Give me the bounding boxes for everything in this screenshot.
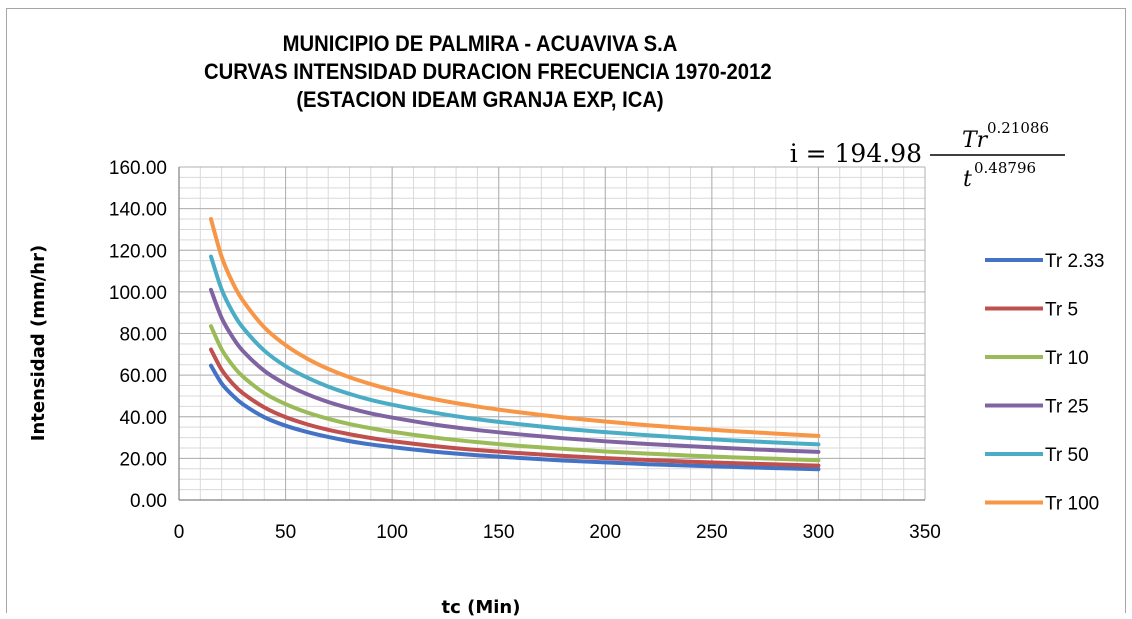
chart-title-line-3: (ESTACION IDEAM GRANJA EXP, ICA) bbox=[296, 87, 664, 112]
series-line-tr-2-33 bbox=[208, 363, 821, 472]
chart-frame bbox=[6, 8, 1126, 613]
formula-numerator-base: Tr bbox=[962, 128, 989, 153]
series-line-tr-25 bbox=[208, 287, 821, 454]
y-tick-label: 20.00 bbox=[119, 449, 167, 470]
legend-label: Tr 2.33 bbox=[1045, 251, 1105, 272]
x-tick-label: 100 bbox=[376, 522, 408, 543]
series-line-tr-10 bbox=[208, 324, 821, 463]
tick-labels: 0 50 100 150 200 250 300 350 0.00 20.00 40.00 60.00… bbox=[109, 158, 941, 543]
x-axis-label: tc (Min) bbox=[442, 597, 521, 618]
x-tick-label: 200 bbox=[589, 522, 621, 543]
legend-label: Tr 25 bbox=[1045, 397, 1089, 418]
series-lines bbox=[208, 217, 821, 472]
y-tick-label: 120.00 bbox=[109, 241, 167, 262]
chart-title-line-2: CURVAS INTENSIDAD DURACION FRECUENCIA 19… bbox=[204, 59, 772, 84]
y-tick-label: 160.00 bbox=[109, 158, 167, 179]
legend-label: Tr 5 bbox=[1045, 300, 1078, 321]
formula-denominator-base: t bbox=[963, 167, 972, 192]
formula-lhs: i = 194.98 bbox=[790, 139, 922, 168]
y-tick-label: 80.00 bbox=[119, 325, 167, 346]
x-tick-label: 50 bbox=[275, 522, 296, 543]
series-line-tr-100 bbox=[208, 217, 821, 438]
x-tick-label: 300 bbox=[803, 522, 835, 543]
y-tick-label: 140.00 bbox=[109, 200, 167, 221]
x-tick-label: 150 bbox=[483, 522, 515, 543]
y-tick-label: 40.00 bbox=[119, 408, 167, 429]
legend-label: Tr 10 bbox=[1045, 348, 1089, 369]
x-tick-label: 250 bbox=[696, 522, 728, 543]
y-tick-label: 0.00 bbox=[130, 491, 167, 512]
x-tick-label: 0 bbox=[174, 522, 185, 543]
x-tick-label: 350 bbox=[909, 522, 941, 543]
series-line-tr-50 bbox=[208, 254, 821, 447]
axes bbox=[178, 167, 925, 501]
legend: Tr 2.33 Tr 5 Tr 10 Tr 25 Tr 50 Tr 100 bbox=[985, 251, 1105, 515]
chart-title-line-1: MUNICIPIO DE PALMIRA - ACUAVIVA S.A bbox=[282, 31, 678, 56]
y-axis-label: Intensidad (mm/hr) bbox=[28, 245, 49, 441]
y-tick-label: 60.00 bbox=[119, 366, 167, 387]
series-line-tr-5 bbox=[208, 347, 821, 468]
chart-title: MUNICIPIO DE PALMIRA - ACUAVIVA S.A CURV… bbox=[204, 30, 772, 114]
formula-numerator-exponent: 0.21086 bbox=[987, 119, 1049, 137]
legend-label: Tr 50 bbox=[1045, 445, 1089, 466]
idf-formula: i = 194.98 Tr 0.21086 t 0.48796 bbox=[790, 119, 1065, 192]
formula-denominator-exponent: 0.48796 bbox=[974, 159, 1036, 177]
legend-label: Tr 100 bbox=[1045, 494, 1099, 515]
y-tick-label: 100.00 bbox=[109, 283, 167, 304]
